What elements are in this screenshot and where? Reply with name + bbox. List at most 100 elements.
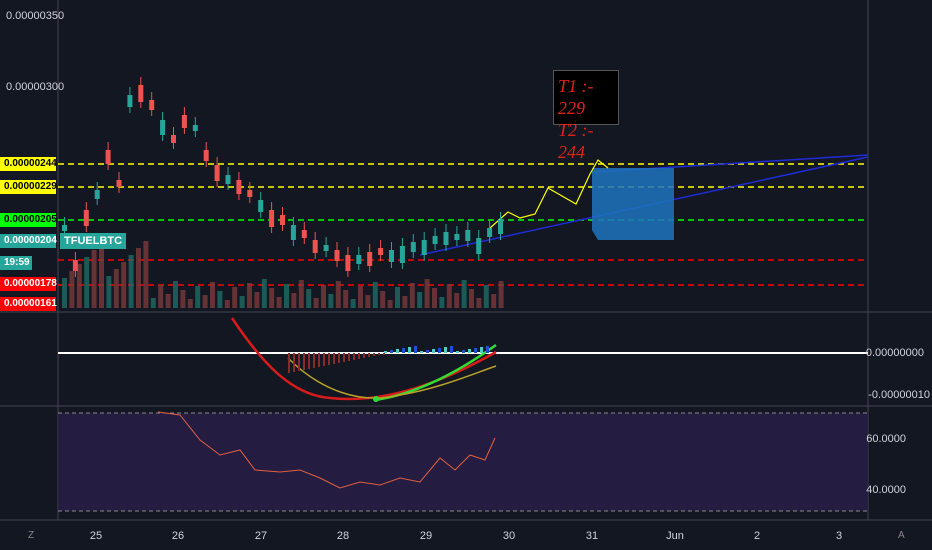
rsi-axis-label: 40.0000 — [866, 484, 906, 496]
candle-body — [378, 248, 384, 255]
volume-bar — [165, 294, 171, 308]
volume-bar — [313, 298, 319, 308]
auto-scale-button[interactable]: A — [898, 530, 905, 541]
volume-bar — [232, 287, 238, 308]
price-axis-label: 0.00000350 — [6, 10, 65, 22]
candle-body — [323, 245, 329, 251]
candle-body — [443, 232, 449, 245]
macd-hist-bar — [368, 353, 370, 357]
candle-body — [465, 230, 471, 241]
macd-hist-bar — [318, 353, 320, 367]
candle-body — [138, 85, 144, 102]
volume-bar — [261, 279, 267, 308]
volume-bar — [284, 284, 289, 308]
macd-hist-bar — [432, 349, 435, 353]
macd-hist-bar — [303, 353, 305, 370]
date-label: 25 — [89, 530, 103, 542]
macd-hist-bar — [420, 351, 423, 353]
signal-line — [287, 357, 497, 399]
candle-body — [94, 190, 100, 199]
candle-body — [247, 190, 253, 197]
candle-body — [290, 225, 296, 240]
volume-bar — [335, 281, 341, 308]
volume-bar — [224, 300, 230, 308]
volume-bar — [306, 289, 312, 308]
candle-body — [476, 238, 482, 254]
price-tag-stop1: 0.00000178 — [0, 277, 57, 291]
candle-body — [498, 220, 503, 234]
candle-body — [258, 200, 264, 212]
date-label: 27 — [254, 530, 268, 542]
target-1-text: T1 :- 229 — [558, 76, 594, 118]
volume-bar — [143, 241, 149, 308]
candle-body — [203, 150, 209, 161]
candle-body — [454, 234, 460, 240]
macd-hist-bar — [293, 353, 295, 372]
macd-hist-bar — [396, 349, 399, 353]
macd-hist-bar — [414, 346, 417, 353]
volume-bar — [417, 292, 423, 308]
volume-bar — [461, 280, 467, 308]
volume-bar — [84, 257, 90, 308]
rsi-axis-label: 60.0000 — [866, 433, 906, 445]
macd-hist-bar — [373, 353, 375, 356]
target-2-text: T2 :- 244 — [558, 120, 594, 162]
volume-bar — [476, 298, 482, 308]
macd-hist-bar — [450, 346, 453, 353]
volume-bar — [424, 279, 430, 308]
candle-body — [367, 252, 373, 266]
macd-hist-bar — [480, 347, 483, 353]
volume-bar — [350, 299, 356, 308]
date-label: 29 — [419, 530, 433, 542]
volume-bar — [454, 293, 460, 308]
timezone-button[interactable]: Z — [28, 530, 35, 541]
volume-bar — [136, 248, 141, 308]
macd-line-red — [230, 317, 497, 401]
candle-body — [312, 240, 318, 253]
volume-bar — [202, 295, 208, 308]
volume-bar — [395, 287, 400, 308]
candle-body — [389, 250, 394, 262]
candle-body — [334, 250, 340, 261]
macd-hist-bar — [323, 353, 325, 366]
volume-bar — [321, 285, 326, 308]
volume-bar — [173, 281, 178, 308]
targets-annotation[interactable]: T1 :- 229 T2 :- 244 — [553, 70, 619, 162]
date-label: 28 — [336, 530, 350, 542]
macd-hist-bar — [408, 347, 411, 353]
volume-bar — [239, 296, 245, 308]
volume-bar — [217, 291, 223, 308]
projection-path — [489, 159, 609, 229]
volume-bar — [446, 284, 452, 308]
candle-body — [356, 255, 362, 264]
candle-body — [171, 135, 176, 143]
symbol-tag: TFUELBTC — [60, 233, 127, 249]
volume-bar — [491, 294, 497, 308]
macd-hist-bar — [474, 348, 477, 353]
volume-bar — [432, 288, 437, 308]
volume-bar — [498, 281, 504, 308]
macd-hist-bar — [438, 348, 441, 353]
candle-body — [62, 225, 67, 231]
price-axis-label: 0.00000300 — [6, 81, 65, 93]
macd-hist-bar — [338, 353, 340, 363]
price-tag-last: 0.00000204 — [0, 234, 57, 248]
macd-hist-bar — [378, 353, 380, 355]
date-label: 26 — [171, 530, 185, 542]
macd-axis-label: -0.00000010 — [868, 389, 930, 401]
candle-body — [72, 260, 78, 271]
countdown-badge: 19:59 — [0, 256, 32, 270]
macd-hist-bar — [353, 353, 355, 360]
price-tag-t2: 0.00000244 — [0, 157, 57, 171]
volume-bar — [106, 276, 112, 308]
volume-bar — [343, 290, 349, 308]
macd-hist-bar — [462, 350, 465, 353]
candle-body — [160, 120, 166, 135]
candle-body — [127, 95, 133, 107]
volume-bar — [439, 297, 445, 308]
volume-bar — [409, 283, 415, 308]
candle-body — [432, 236, 438, 244]
candle-body — [280, 215, 285, 225]
